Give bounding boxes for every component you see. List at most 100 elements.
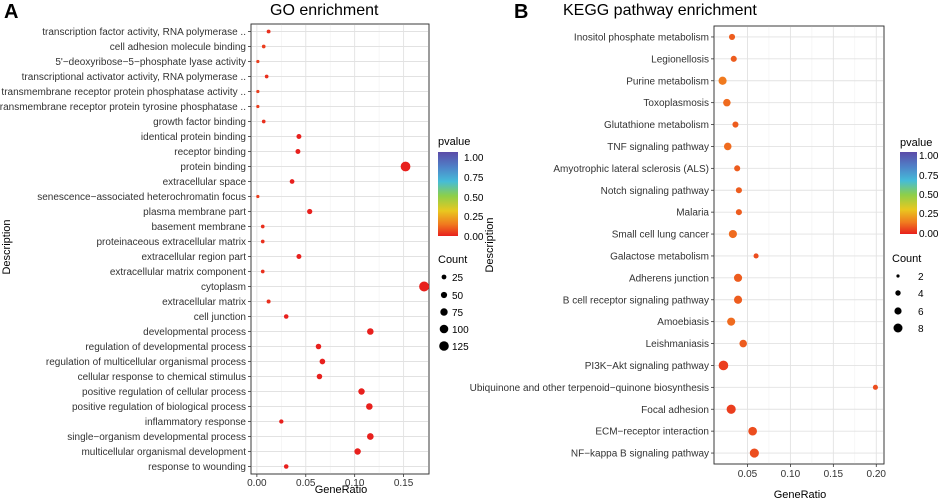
panel-b-legend-count-title: Count [892,253,921,265]
panel-a-data-point [264,74,269,79]
panel-b-category-label: B cell receptor signaling pathway [563,295,709,306]
panel-a-data-point [289,179,295,184]
panel-a-data-point [366,433,374,440]
panel-a-size-legend-dot [441,274,447,280]
panel-b-data-point [723,98,731,107]
panel-b-category-label: NF−kappa B signaling pathway [571,449,709,460]
panel-b-letter: B [514,1,528,23]
panel-b-data-point [730,55,737,62]
panel-a-category-label: extracellular region part [142,252,247,263]
panel-b-data-point [749,448,759,458]
panel-a-data-point [400,161,411,172]
panel-a-data-point [279,419,284,424]
panel-b-y-axis-label: Description [484,217,496,272]
panel-a-category-label: single−organism developmental process [67,432,246,443]
panel-b-data-point [728,229,737,239]
panel-a-data-point [266,29,271,34]
panel-b-category-label: Amyotrophic lateral sclerosis (ALS) [553,164,709,175]
panel-a-colorbar-tick: 0.25 [464,212,484,223]
panel-a-x-axis-label: GeneRatio [315,484,368,496]
panel-a-category-label: basement membrane [152,222,247,233]
panel-a-colorbar-ticks: 1.00 0.75 0.50 0.25 0.00 [464,153,484,243]
panel-a-data-point [295,149,301,154]
panel-b-plot-area [713,25,885,465]
panel-a-category-label: 5'−deoxyribose−5−phosphate lyase activit… [55,57,246,68]
panel-b-data-point [733,273,743,282]
panel-a-colorbar-tick: 0.50 [464,193,484,204]
panel-a-data-point [419,281,430,292]
panel-b-category-label: Galactose metabolism [610,251,709,262]
panel-b-data-point [748,426,757,436]
panel-a-category-label: plasma membrane part [143,207,246,218]
panel-a-category-label: transcriptional activator activity, RNA … [22,72,246,83]
panel-b-category-label: Amoebiasis [657,317,709,328]
panel-b-title: KEGG pathway enrichment [563,2,757,19]
panel-a-colorbar [438,152,458,236]
panel-a-category-label: cell adhesion molecule binding [110,42,246,53]
panel-a-data-point [354,448,361,455]
panel-a-data-point [366,403,373,410]
panel-b-data-point [872,384,878,390]
panel-a-data-point [283,464,289,469]
panel-a-data-point [256,194,260,199]
panel-a-data-point [261,44,266,49]
panel-a-x-tick-label: 0.00 [247,478,267,489]
panel-b-category-label: ECM−receptor interaction [595,427,709,438]
panel-b-data-point [728,33,736,40]
panel-a-category-label: transmembrane receptor protein phosphata… [1,87,246,98]
panel-b-size-legend-dot [894,307,902,315]
panel-a-data-point [358,388,365,395]
panel-a-size-legend-label: 25 [452,273,464,284]
panel-b-category-label: Inositol phosphate metabolism [574,32,709,43]
panel-a-size-legend-dot [440,308,448,316]
panel-a-data-point [256,104,260,109]
panel-a-category-label: identical protein binding [141,132,246,143]
panel-b-data-point [735,187,742,194]
panel-a-category-label: proteinaceous extracellular matrix [96,237,246,248]
panel-a-size-legend-dot [440,291,448,299]
panel-b-data-point [734,165,741,172]
panel-a-data-point [261,119,266,124]
panel-b-colorbar-tick: 1.00 [919,151,939,162]
panel-a-legend-count-title: Count [438,254,467,266]
panel-b-colorbar-tick: 0.25 [919,209,939,220]
panel-b-legend-pvalue-title: pvalue [900,137,932,149]
panel-b-colorbar-tick: 0.00 [919,229,939,240]
panel-a-category-label: cellular response to chemical stimulus [78,372,246,383]
panel-b-colorbar [900,152,917,234]
panel-a-data-point [316,373,323,380]
panel-b-category-label: TNF signaling pathway [607,142,709,153]
panel-a-category-label: multicellular organismal development [81,447,246,458]
panel-b-colorbar-ticks: 1.00 0.75 0.50 0.25 0.00 [919,151,939,240]
panel-b-category-label: Focal adhesion [641,405,709,416]
panel-a-category-label: transcription factor activity, RNA polym… [42,27,246,38]
panel-b-colorbar-tick: 0.75 [919,171,939,182]
panel-a-category-label: positive regulation of biological proces… [72,402,246,413]
panel-b-x-tick-label: 0.15 [824,469,844,480]
panel-a-data-point [256,89,260,94]
panel-b-size-legend-dot [893,323,903,333]
panel-a-colorbar-tick: 1.00 [464,153,484,164]
panel-b-category-label: PI3K−Akt signaling pathway [585,361,709,372]
panel-a-category-label: cytoplasm [201,282,246,293]
panel-b-data-point [732,121,739,128]
panel-a-data-point [260,224,265,229]
panel-a-data-point [266,299,271,304]
panel-a-data-point [319,358,326,365]
panel-b-size-legend-label: 8 [918,324,924,335]
panel-b-category-label: Adherens junction [629,273,709,284]
panel-a-category-label: developmental process [143,327,246,338]
panel-b-data-point [753,253,759,259]
panel-a-data-point [283,314,289,319]
panel-a-category-label: growth factor binding [153,117,246,128]
panel-b-data-point [727,317,736,326]
panel-b-data-point [739,339,747,348]
panel-b-category-label: Ubiquinone and other terpenoid−quinone b… [470,383,709,394]
panel-a-plot-border [250,23,430,475]
panel-a-category-label: senescence−associated heterochromatin fo… [37,192,246,203]
panel-a-size-legend-dot [439,341,449,351]
panel-a-y-axis-label: Description [1,219,13,274]
panel-b-size-legend-dot [896,274,900,278]
panel-a-letter: A [4,1,18,23]
panel-b-x-tick-label: 0.05 [738,469,758,480]
